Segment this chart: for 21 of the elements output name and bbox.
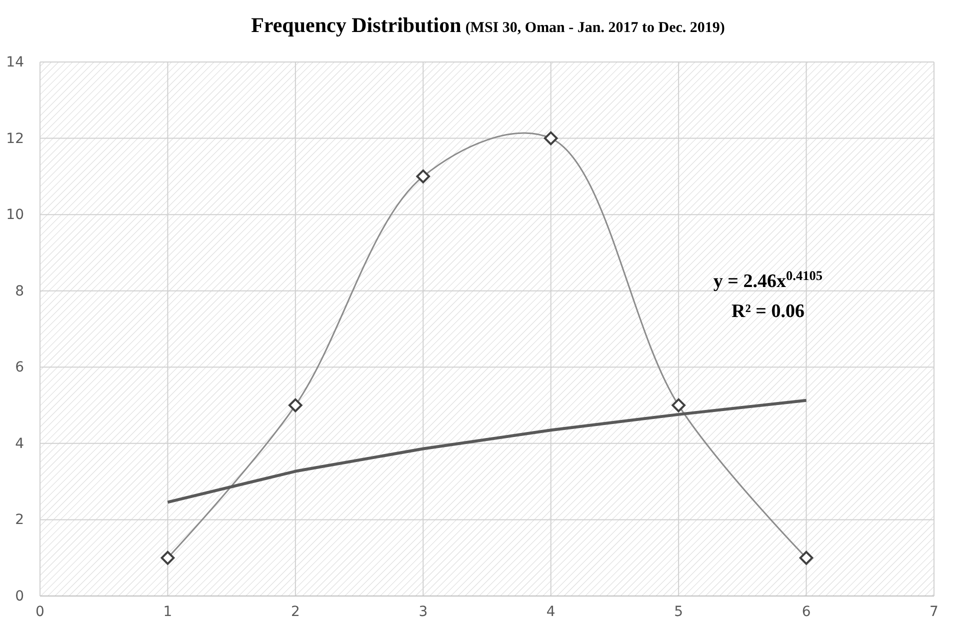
x-tick-label: 3 <box>418 604 428 620</box>
y-tick-label: 8 <box>15 283 24 300</box>
x-tick-label: 1 <box>163 604 172 620</box>
y-tick-label: 0 <box>15 588 24 604</box>
x-tick-label: 5 <box>674 604 684 620</box>
chart-title: Frequency Distribution <box>251 13 462 37</box>
y-tick-label: 12 <box>6 130 24 147</box>
y-tick-label: 2 <box>15 512 24 528</box>
line-series <box>166 398 808 504</box>
x-tick-label: 0 <box>36 604 44 620</box>
annotation: R² = 0.06 <box>731 301 804 322</box>
chart-subtitle: (MSI 30, Oman - Jan. 2017 to Dec. 2019) <box>465 20 725 36</box>
x-tick-label: 2 <box>290 604 300 620</box>
x-tick-label: 6 <box>802 604 811 620</box>
y-tick-label: 14 <box>6 54 24 70</box>
y-tick-label: 10 <box>6 207 24 224</box>
y-tick-label: 4 <box>15 436 24 452</box>
x-tick-label: 4 <box>546 604 556 620</box>
y-tick-label: 6 <box>15 360 24 376</box>
annotation: y = 2.46x$^{0.4105}$ <box>713 268 823 292</box>
x-tick-label: 7 <box>930 604 938 620</box>
